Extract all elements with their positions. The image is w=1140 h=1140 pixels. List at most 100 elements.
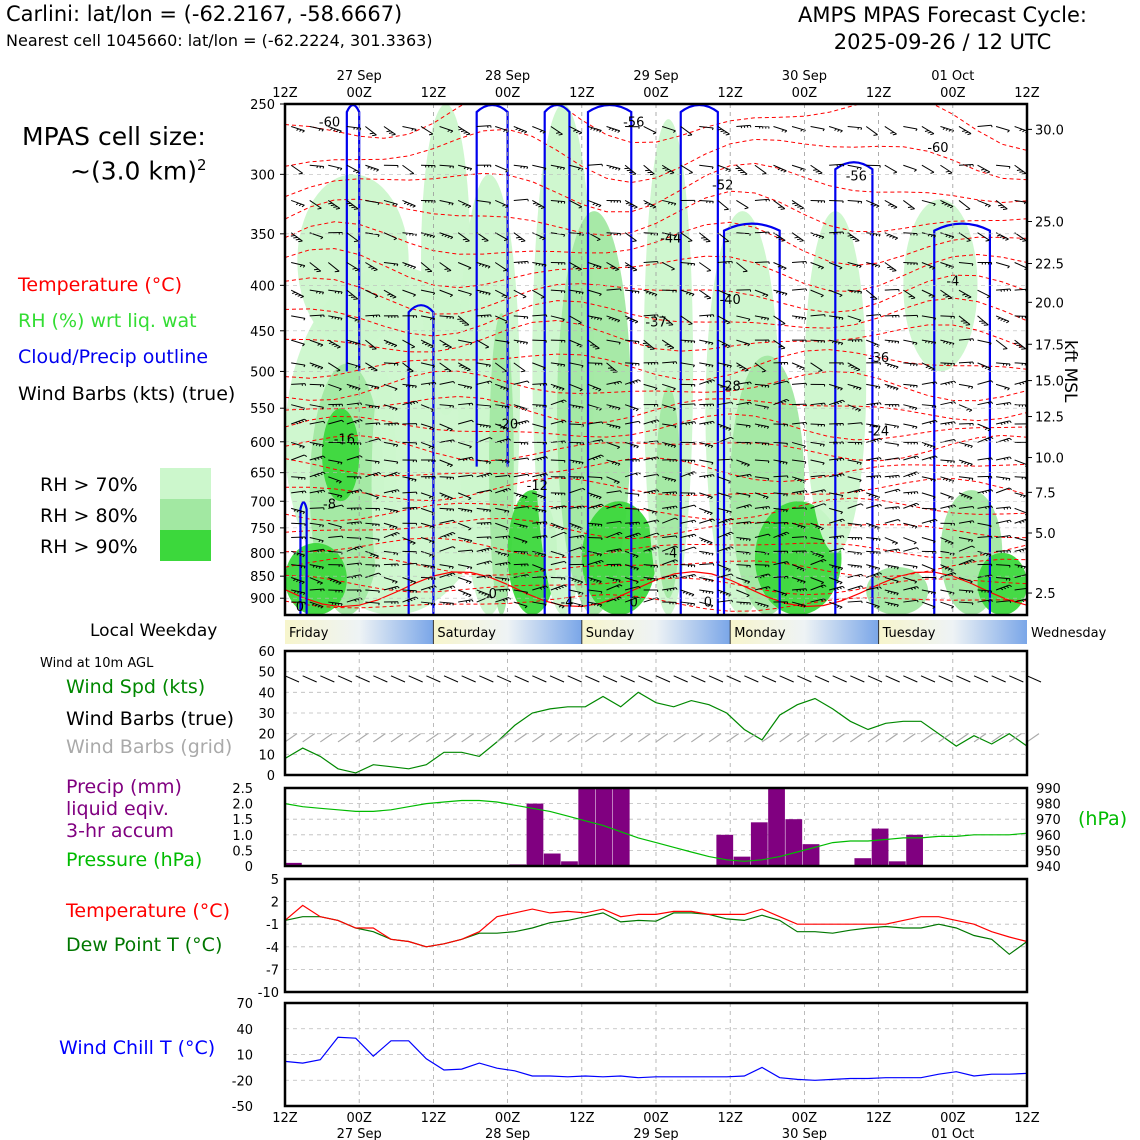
wind-barb-flag [842, 458, 845, 461]
wind-barb-flag [891, 541, 896, 544]
wind-barb [309, 232, 324, 240]
wind-barb-flag [694, 421, 697, 424]
wind-barb [643, 440, 659, 444]
wind-barb-flag [616, 585, 620, 588]
wind-barb-true [638, 675, 653, 683]
wind-barb-shaft [458, 474, 473, 478]
wind-barb [810, 125, 825, 132]
wind-barb-flag [590, 127, 593, 130]
wind-barb-flag [545, 585, 549, 589]
isotherm-line [285, 594, 1027, 612]
wind-barb-flag [465, 580, 469, 584]
wind-barb-shaft [309, 548, 324, 552]
wind-barb-shaft [847, 550, 862, 554]
wind-barb-flag [799, 207, 804, 210]
wind-barb-flag [1009, 363, 1011, 367]
wind-barb-flag [928, 294, 932, 297]
wind-barb-flag [858, 319, 862, 323]
wind-barb-true [355, 675, 370, 683]
wind-barb-flag [966, 496, 970, 499]
wind-barb-flag [629, 318, 633, 321]
wind-barb-flag [335, 207, 340, 210]
wind-barb-flag [842, 535, 845, 538]
wind-barb-flag [739, 537, 742, 541]
wind-barb-flag [971, 545, 975, 548]
wind-barb [828, 577, 843, 585]
wind-barb [346, 521, 362, 525]
wind-barb-flag [693, 603, 696, 606]
wind-barb-flag [784, 593, 788, 597]
wind-barb-flag [409, 204, 413, 207]
wind-barb-flag [596, 603, 600, 607]
wind-barb [958, 289, 972, 299]
wind-barb-flag [428, 445, 432, 449]
wind-barb-flag [489, 489, 493, 493]
wind-barb [903, 491, 919, 495]
wind-barb-flag [710, 496, 713, 500]
wind-barb-flag [340, 318, 343, 321]
wind-barb-flag [441, 233, 445, 237]
wind-barb-flag [483, 474, 487, 477]
wind-barb [625, 521, 641, 526]
wind-barb [457, 262, 472, 270]
wind-barb [921, 492, 936, 500]
wind-barb-flag [911, 407, 915, 410]
wind-barb-flag [874, 526, 877, 529]
wind-barb-shaft [940, 126, 954, 132]
wind-barb-flag [943, 340, 946, 344]
wind-barb-shaft [550, 362, 565, 366]
wind-barb [606, 459, 621, 466]
wind-barb-shaft [606, 441, 620, 448]
wind-barb-flag [1006, 507, 1009, 510]
wind-barb [513, 420, 530, 425]
wind-barb-shaft [513, 537, 528, 543]
wind-barb-flag [971, 539, 974, 543]
wind-barb-shaft [680, 519, 695, 524]
wind-barb-flag [706, 315, 709, 318]
panel-tick-label: 960 [1036, 829, 1061, 844]
wind-barb-shaft [569, 505, 584, 509]
wind-barb [624, 564, 639, 571]
wind-barb-shaft [365, 572, 379, 579]
wind-barb [773, 507, 788, 513]
wind-barb-shaft [532, 164, 547, 169]
wind-barb [291, 262, 306, 268]
wind-barb [829, 535, 845, 540]
wind-barb-shaft [921, 232, 936, 237]
wind-barb [921, 362, 935, 371]
wind-barb [346, 441, 362, 445]
wind-barb-shaft [365, 164, 379, 171]
wind-barb-shaft [494, 262, 508, 271]
wind-barb-flag [358, 366, 361, 369]
wind-barb-shaft [884, 288, 899, 291]
wind-barb [402, 262, 416, 270]
wind-barb-flag [781, 592, 785, 596]
wind-barb [847, 383, 862, 391]
wind-barb-flag [747, 343, 751, 347]
wind-barb [643, 261, 659, 264]
wind-barb-shaft [940, 401, 955, 406]
wind-barb-shaft [328, 459, 343, 463]
wind-barb-flag [781, 292, 785, 296]
wind-barb-shaft [828, 399, 843, 406]
wind-barb [773, 575, 789, 579]
wind-barb-shaft [513, 492, 528, 498]
wind-barb-flag [430, 603, 433, 606]
wind-barb-flag [897, 341, 900, 344]
wind-barb-flag [465, 458, 468, 461]
wind-barb [791, 564, 806, 572]
wind-barb [476, 164, 492, 168]
wind-barb-flag [468, 528, 472, 531]
wind-barb-flag [987, 575, 990, 578]
wind-barb-flag [592, 346, 597, 348]
wind-barb-shaft [884, 339, 899, 342]
wind-barb-flag [766, 605, 769, 608]
wind-barb-shaft [996, 288, 1011, 291]
wind-barb-shaft [903, 261, 918, 264]
wind-barb-shaft [328, 476, 342, 483]
wind-barb-flag [913, 472, 917, 475]
wind-barb [847, 503, 864, 509]
cell-size-label: MPAS cell size: [22, 122, 206, 151]
wind-barb-flag [875, 425, 878, 428]
wind-barb-flag [1005, 238, 1009, 241]
